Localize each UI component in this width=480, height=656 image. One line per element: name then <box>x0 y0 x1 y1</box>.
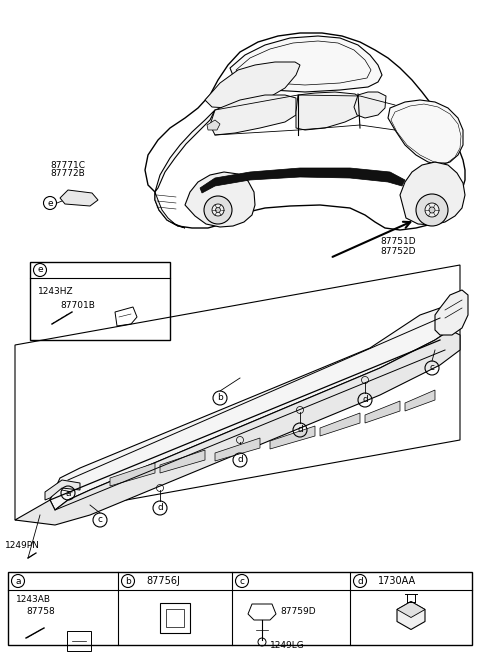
Polygon shape <box>435 290 468 335</box>
Text: 87772B: 87772B <box>50 169 85 178</box>
Text: d: d <box>362 396 368 405</box>
Circle shape <box>216 207 220 213</box>
Polygon shape <box>405 390 435 411</box>
Circle shape <box>212 204 224 216</box>
Text: 1243AB: 1243AB <box>16 596 51 604</box>
Polygon shape <box>388 100 463 165</box>
Text: 87752D: 87752D <box>380 247 416 255</box>
Polygon shape <box>205 62 300 108</box>
Text: e: e <box>37 266 43 274</box>
Text: 87751D: 87751D <box>380 237 416 247</box>
Polygon shape <box>60 190 98 206</box>
Text: c: c <box>430 363 434 373</box>
Polygon shape <box>354 92 386 118</box>
Text: d: d <box>297 426 303 434</box>
Text: 87771C: 87771C <box>50 161 85 169</box>
Text: 87758: 87758 <box>26 607 55 615</box>
Polygon shape <box>400 162 465 225</box>
Polygon shape <box>210 95 296 135</box>
Polygon shape <box>45 480 80 500</box>
Text: 1730AA: 1730AA <box>378 576 416 586</box>
Text: 87756J: 87756J <box>146 576 180 586</box>
Text: 1249LG: 1249LG <box>270 642 305 651</box>
Bar <box>8 572 472 645</box>
Circle shape <box>204 196 232 224</box>
Bar <box>160 602 190 632</box>
Polygon shape <box>397 602 425 617</box>
Text: 87701B: 87701B <box>60 300 95 310</box>
Text: 1249PN: 1249PN <box>5 541 40 550</box>
Polygon shape <box>160 450 205 473</box>
Text: 87759D: 87759D <box>280 607 316 617</box>
Text: a: a <box>65 489 71 497</box>
Polygon shape <box>270 426 315 449</box>
Text: d: d <box>157 504 163 512</box>
Polygon shape <box>200 168 405 193</box>
Polygon shape <box>397 602 425 630</box>
Polygon shape <box>110 463 155 486</box>
Polygon shape <box>145 33 465 230</box>
Polygon shape <box>155 110 215 192</box>
Polygon shape <box>215 438 260 461</box>
Text: a: a <box>15 577 21 586</box>
Text: b: b <box>217 394 223 403</box>
Polygon shape <box>155 192 185 228</box>
Text: e: e <box>47 199 53 207</box>
Polygon shape <box>365 401 400 423</box>
Text: d: d <box>357 577 363 586</box>
Polygon shape <box>15 330 460 525</box>
Bar <box>30 262 170 340</box>
Polygon shape <box>230 36 382 92</box>
Polygon shape <box>320 413 360 436</box>
Bar <box>166 609 184 626</box>
Text: b: b <box>125 577 131 586</box>
Polygon shape <box>207 120 220 130</box>
Polygon shape <box>296 92 365 130</box>
Text: c: c <box>97 516 103 525</box>
Circle shape <box>429 207 435 213</box>
Circle shape <box>425 203 439 217</box>
Circle shape <box>416 194 448 226</box>
Polygon shape <box>50 308 450 510</box>
Text: 1243HZ: 1243HZ <box>38 287 73 297</box>
Text: d: d <box>237 455 243 464</box>
Text: c: c <box>240 577 244 586</box>
Polygon shape <box>185 172 255 227</box>
